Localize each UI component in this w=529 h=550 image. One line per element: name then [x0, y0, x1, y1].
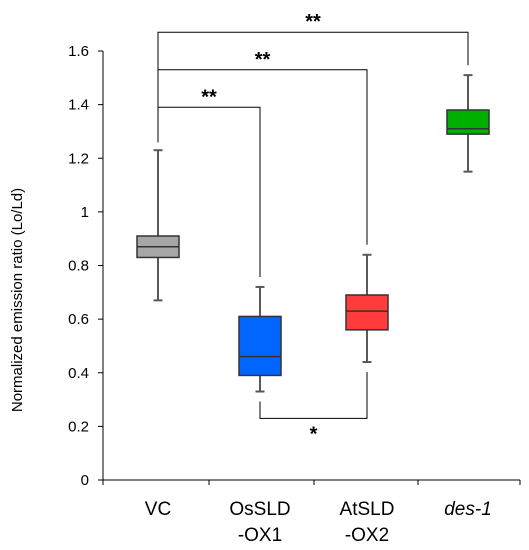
bracket-line — [157, 69, 368, 245]
axes: 0 0.2 0.4 0.6 0.8 1 1.2 1.4 1.6 VC OsSLD -OX1 AtSLD -… — [68, 43, 521, 546]
significance-bracket: ** — [157, 49, 368, 245]
box — [345, 294, 389, 331]
x-category-label: -OX1 — [238, 525, 282, 546]
significance-bracket: * — [259, 372, 368, 445]
y-tick-label: 1.4 — [68, 97, 89, 114]
box-group — [446, 74, 490, 173]
y-tick-label: 0.8 — [68, 258, 89, 275]
box-group — [238, 285, 282, 393]
box-group — [345, 253, 389, 364]
x-category-label: AtSLD — [340, 499, 395, 520]
bracket-line — [259, 372, 368, 419]
chart-marks: ******* — [136, 11, 490, 445]
y-tick-label: 0 — [81, 472, 89, 489]
x-category-label: VC — [145, 499, 171, 520]
y-tick-label: 0.4 — [68, 365, 89, 382]
y-tick-label: 0.2 — [68, 418, 89, 435]
significance-label: ** — [201, 86, 217, 108]
significance-bracket: ** — [157, 11, 469, 143]
significance-label: * — [310, 423, 318, 445]
x-category-label: OsSLD — [229, 499, 290, 520]
y-tick-label: 0.6 — [68, 311, 89, 328]
box — [238, 315, 282, 377]
box-group — [136, 149, 180, 302]
y-tick-label: 1.6 — [68, 43, 89, 60]
y-tick-label: 1 — [81, 204, 89, 221]
x-category-label: -OX2 — [345, 525, 389, 546]
bracket-line — [157, 31, 469, 143]
box — [446, 109, 490, 135]
x-category-label: des-1 — [444, 499, 492, 520]
significance-label: ** — [255, 49, 271, 71]
y-axis-label: Normalized emission ratio (Lo/Ld) — [9, 188, 26, 412]
y-tick-label: 1.2 — [68, 150, 89, 167]
significance-label: ** — [305, 11, 321, 33]
